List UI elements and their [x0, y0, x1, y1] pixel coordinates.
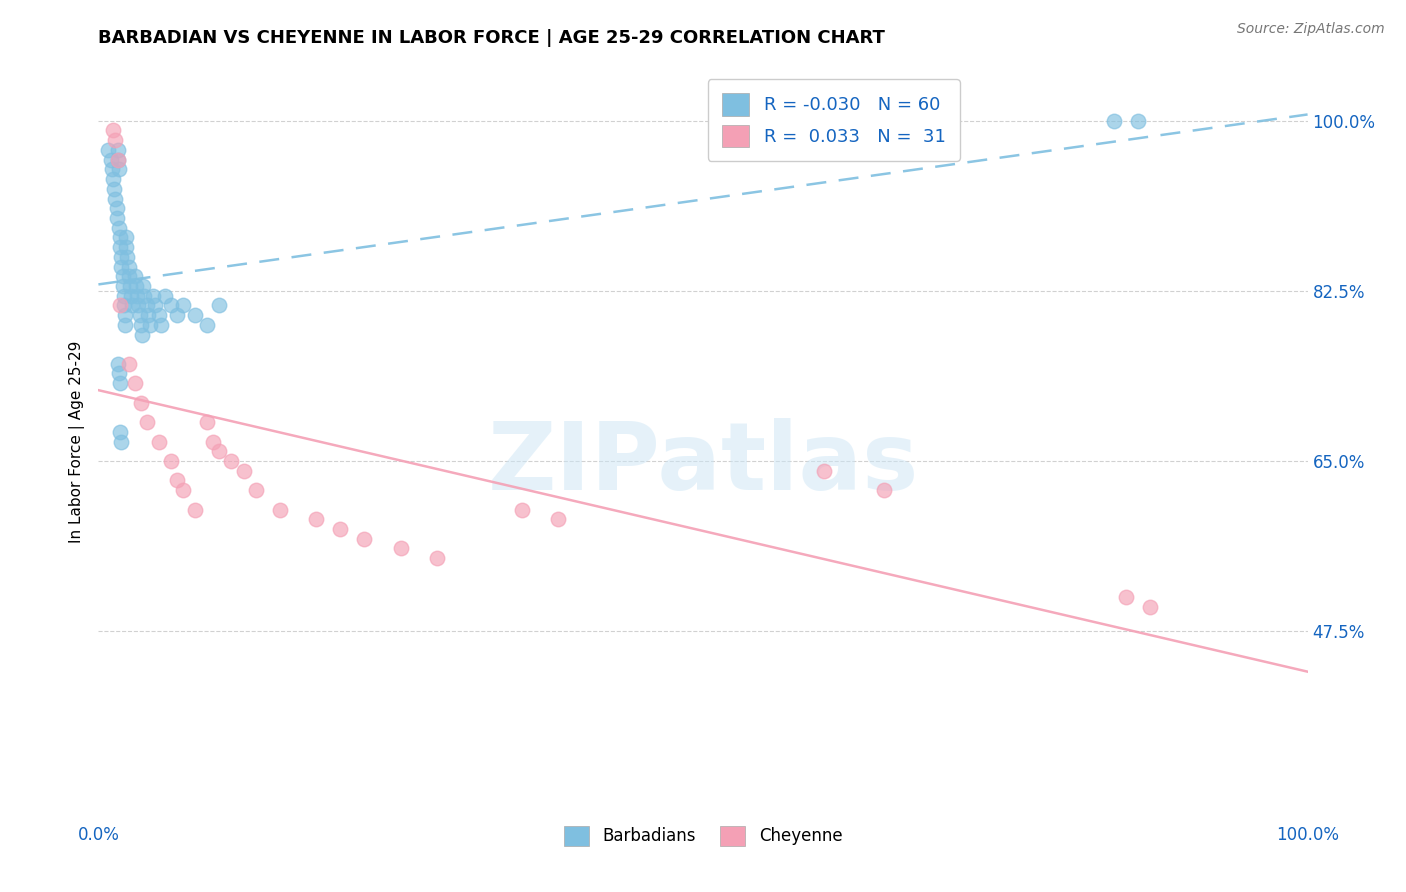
- Point: [1139, 599, 1161, 614]
- Point: [120, 289, 142, 303]
- Point: [104, 192, 127, 206]
- Point: [1102, 113, 1125, 128]
- Point: [132, 279, 155, 293]
- Point: [118, 269, 141, 284]
- Point: [128, 308, 150, 322]
- Point: [510, 502, 533, 516]
- Point: [195, 415, 218, 429]
- Point: [813, 464, 835, 478]
- Point: [547, 512, 569, 526]
- Point: [136, 308, 159, 322]
- Point: [1115, 590, 1137, 604]
- Point: [129, 318, 152, 332]
- Point: [195, 318, 218, 332]
- Point: [148, 308, 170, 322]
- Point: [111, 269, 134, 284]
- Point: [101, 123, 124, 137]
- Point: [142, 289, 165, 303]
- Point: [353, 532, 375, 546]
- Point: [97, 143, 120, 157]
- Point: [208, 444, 231, 458]
- Point: [103, 182, 125, 196]
- Point: [1128, 113, 1150, 128]
- Point: [127, 298, 149, 312]
- Point: [108, 162, 131, 177]
- Point: [108, 230, 131, 244]
- Point: [108, 367, 131, 381]
- Point: [107, 143, 129, 157]
- Point: [873, 483, 896, 497]
- Point: [107, 153, 129, 167]
- Point: [134, 289, 156, 303]
- Point: [127, 289, 149, 303]
- Point: [221, 454, 243, 468]
- Point: [114, 308, 136, 322]
- Point: [139, 318, 162, 332]
- Text: BARBADIAN VS CHEYENNE IN LABOR FORCE | AGE 25-29 CORRELATION CHART: BARBADIAN VS CHEYENNE IN LABOR FORCE | A…: [98, 29, 886, 47]
- Point: [110, 260, 132, 274]
- Point: [329, 522, 352, 536]
- Point: [108, 376, 131, 391]
- Point: [112, 298, 135, 312]
- Point: [100, 153, 122, 167]
- Point: [184, 502, 207, 516]
- Point: [112, 289, 135, 303]
- Point: [269, 502, 291, 516]
- Point: [104, 133, 127, 147]
- Legend: Barbadians, Cheyenne: Barbadians, Cheyenne: [553, 814, 853, 858]
- Point: [118, 260, 141, 274]
- Point: [135, 415, 157, 429]
- Point: [160, 454, 183, 468]
- Point: [232, 464, 254, 478]
- Point: [105, 211, 128, 225]
- Point: [125, 279, 148, 293]
- Point: [117, 250, 139, 264]
- Point: [426, 551, 449, 566]
- Point: [108, 298, 131, 312]
- Point: [108, 240, 131, 254]
- Point: [135, 298, 157, 312]
- Point: [245, 483, 267, 497]
- Point: [172, 298, 194, 312]
- Point: [150, 318, 173, 332]
- Point: [121, 298, 143, 312]
- Point: [148, 434, 170, 449]
- Point: [115, 240, 138, 254]
- Point: [110, 434, 132, 449]
- Point: [166, 474, 188, 488]
- Point: [100, 162, 122, 177]
- Point: [110, 250, 132, 264]
- Point: [111, 279, 134, 293]
- Point: [118, 357, 141, 371]
- Point: [129, 395, 152, 409]
- Point: [101, 172, 124, 186]
- Point: [143, 298, 166, 312]
- Point: [108, 425, 131, 439]
- Point: [105, 201, 128, 215]
- Point: [124, 376, 146, 391]
- Y-axis label: In Labor Force | Age 25-29: In Labor Force | Age 25-29: [69, 341, 84, 542]
- Point: [153, 289, 176, 303]
- Point: [107, 357, 129, 371]
- Point: [305, 512, 328, 526]
- Point: [202, 434, 225, 449]
- Point: [208, 298, 231, 312]
- Point: [108, 220, 131, 235]
- Text: Source: ZipAtlas.com: Source: ZipAtlas.com: [1237, 22, 1385, 37]
- Point: [124, 269, 146, 284]
- Point: [172, 483, 194, 497]
- Point: [118, 279, 141, 293]
- Point: [107, 153, 129, 167]
- Point: [184, 308, 207, 322]
- Point: [389, 541, 412, 556]
- Point: [160, 298, 183, 312]
- Point: [166, 308, 188, 322]
- Point: [131, 327, 153, 342]
- Point: [114, 318, 136, 332]
- Text: ZIPatlas: ZIPatlas: [488, 418, 918, 510]
- Point: [115, 230, 138, 244]
